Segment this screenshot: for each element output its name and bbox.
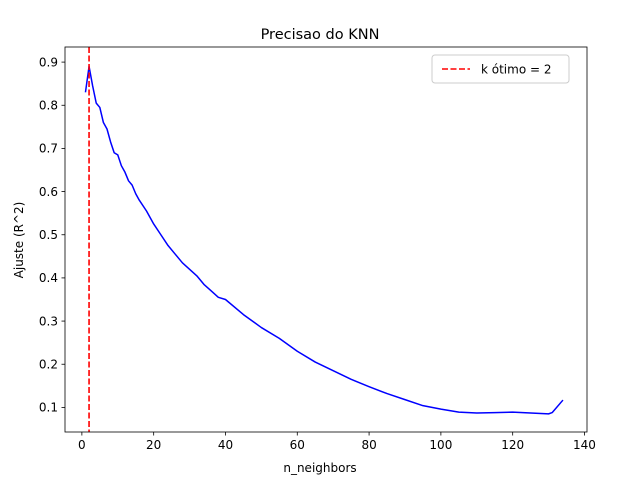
y-tick-label: 0.9: [39, 55, 58, 69]
y-tick-label: 0.7: [39, 142, 58, 156]
y-tick-label: 0.4: [39, 271, 58, 285]
legend-box: [431, 54, 570, 84]
y-tick-label: 0.2: [39, 357, 58, 371]
x-tick-label: 60: [290, 438, 305, 452]
y-tick-label: 0.3: [39, 314, 58, 328]
x-tick-label: 140: [573, 438, 596, 452]
plot-area: 0 20 40 60 80 100 120 140 0.1 0.2 0.3 0.4 0.5 0.6 0.7 0…: [39, 46, 596, 452]
y-tick-label: 0.5: [39, 228, 58, 242]
y-tick-label: 0.1: [39, 401, 58, 415]
x-axis-label: n_neighbors: [283, 461, 356, 475]
x-tick-label: 20: [146, 438, 161, 452]
y-tick-label: 0.6: [39, 185, 58, 199]
series-line-0: [84, 65, 564, 415]
x-tick-label: 80: [361, 438, 376, 452]
x-tick-label: 40: [218, 438, 233, 452]
x-tick-label: 0: [78, 438, 86, 452]
chart-title: Precisao do KNN: [261, 27, 380, 43]
legend: k ótimo = 2: [431, 54, 570, 84]
x-tick-label: 100: [429, 438, 452, 452]
y-tick-label: 0.8: [39, 98, 58, 112]
x-tick-label: 120: [501, 438, 524, 452]
legend-label-optimal-k: k ótimo = 2: [481, 63, 552, 77]
y-axis-label: Ajuste (R^2): [12, 202, 26, 279]
axes-frame: [64, 46, 588, 433]
